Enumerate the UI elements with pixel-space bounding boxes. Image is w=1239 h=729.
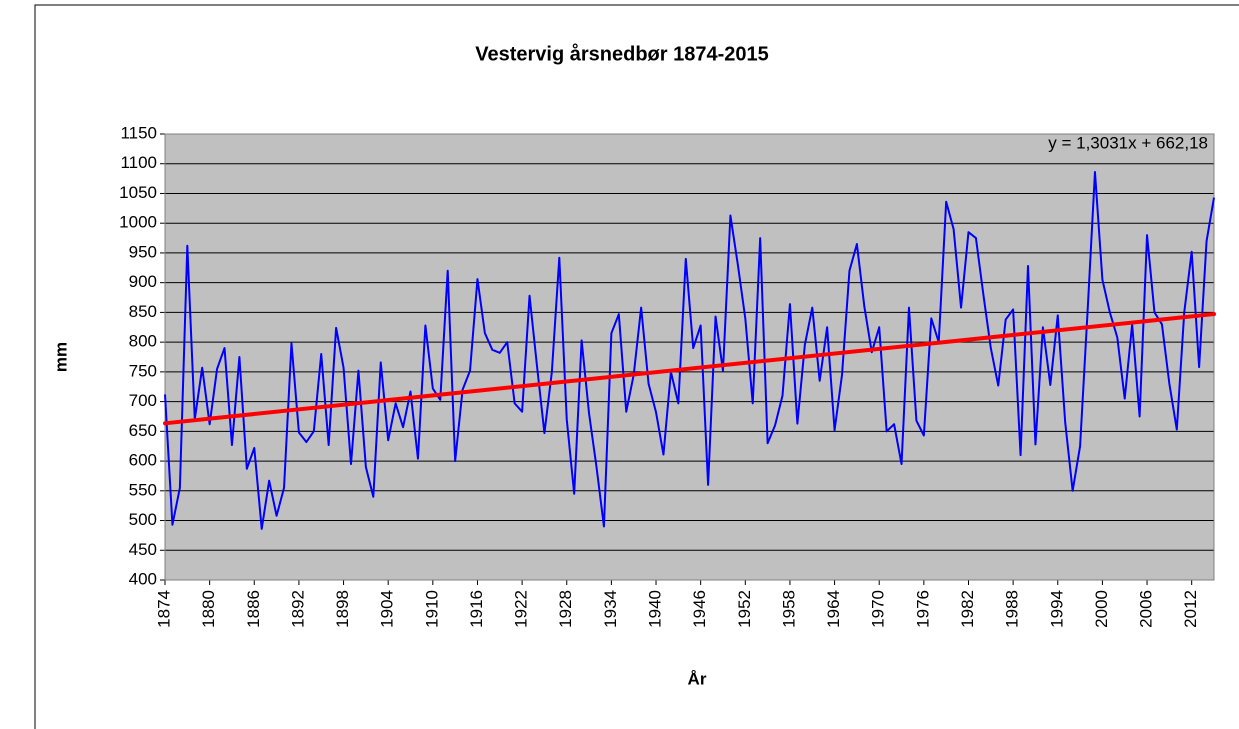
data-line <box>164 171 1215 530</box>
y-tick-label: 450 <box>129 540 157 559</box>
x-tick-label: 1898 <box>333 590 352 628</box>
x-tick-label: 1964 <box>824 590 843 628</box>
y-axis-label: mm <box>51 342 70 372</box>
x-tick-label: 2000 <box>1092 590 1111 628</box>
x-tick-label: 1922 <box>512 590 531 628</box>
y-tick-label: 1050 <box>119 183 157 202</box>
y-tick-label: 500 <box>129 510 157 529</box>
x-tick-label: 1994 <box>1047 590 1066 628</box>
y-tick-label: 400 <box>129 569 157 588</box>
plot-border <box>164 133 1215 581</box>
chart-title: Vestervig årsnedbør 1874-2015 <box>475 42 769 65</box>
x-tick-label: 1934 <box>601 590 620 628</box>
y-tick-label: 1150 <box>120 123 157 142</box>
y-tick-label: 650 <box>129 421 157 440</box>
x-tick-label: 1940 <box>646 590 665 628</box>
x-tick-label: 1946 <box>690 590 709 628</box>
y-tick-label: 800 <box>129 332 157 351</box>
x-tick-label: 1892 <box>288 590 307 628</box>
x-tick-label: 1874 <box>154 590 173 628</box>
plot-area <box>165 134 1214 580</box>
trend-line <box>163 312 1216 426</box>
x-tick-label: 1952 <box>735 590 754 628</box>
x-tick-label: 1910 <box>422 590 441 628</box>
y-tick-label: 600 <box>129 451 157 470</box>
y-tick-label: 550 <box>129 480 157 499</box>
x-tick-label: 1982 <box>958 590 977 628</box>
x-tick-label: 1958 <box>779 590 798 628</box>
trend-label: y = 1,3031x + 662,18 <box>1048 133 1208 152</box>
x-tick-label: 1928 <box>556 590 575 628</box>
y-tick-label: 1100 <box>120 153 157 172</box>
y-tick-label: 950 <box>129 242 157 261</box>
y-tick-label: 700 <box>129 391 157 410</box>
y-tick-label: 750 <box>129 361 157 380</box>
x-tick-label: 1988 <box>1003 590 1022 628</box>
y-tick-label: 900 <box>129 272 157 291</box>
x-tick-label: 2012 <box>1181 590 1200 628</box>
x-tick-label: 1880 <box>199 590 218 628</box>
x-tick-label: 1976 <box>913 590 932 628</box>
x-tick-label: 1916 <box>467 590 486 628</box>
x-tick-label: 1886 <box>244 590 263 628</box>
y-tick-label: 1000 <box>119 213 157 232</box>
x-axis-label: År <box>688 669 707 688</box>
x-tick-label: 1904 <box>378 590 397 628</box>
x-tick-label: 1970 <box>869 590 888 628</box>
y-tick-label: 850 <box>129 302 157 321</box>
x-tick-label: 2006 <box>1137 590 1156 628</box>
